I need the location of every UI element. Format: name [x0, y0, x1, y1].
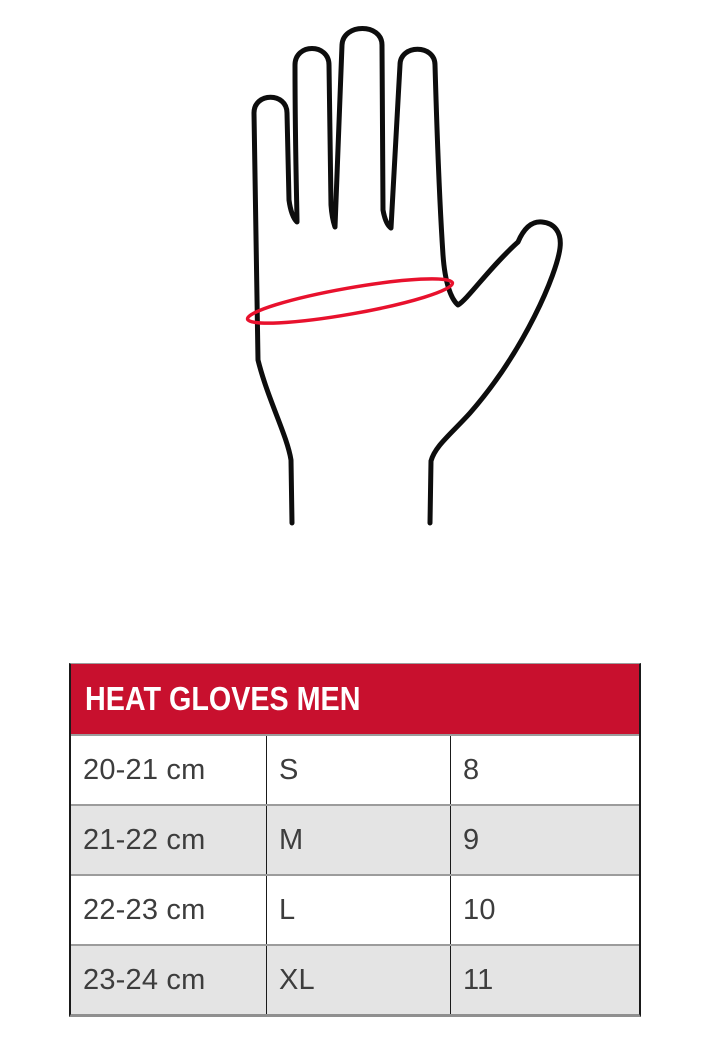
- cell-circumference: 23-24 cm: [83, 963, 206, 996]
- cell-size-number: 10: [450, 876, 639, 944]
- cell-size-letter: L: [266, 876, 450, 944]
- palm-measurement-line: [245, 277, 455, 325]
- table-header: HEAT GLOVES MEN: [71, 664, 639, 734]
- cell-size-number: 9: [450, 806, 639, 874]
- cell-circumference: 22-23 cm: [83, 893, 206, 926]
- table-row-m: 21-22 cm M 9: [71, 804, 639, 874]
- cell-size-letter: M: [266, 806, 450, 874]
- cell-size-number: 8: [450, 736, 639, 804]
- cell-size-number: 11: [450, 946, 639, 1014]
- cell-size-letter: XL: [266, 946, 450, 1014]
- table-title: HEAT GLOVES MEN: [85, 680, 361, 717]
- table-row-s: 20-21 cm S 8: [71, 734, 639, 804]
- cell-circumference: 21-22 cm: [83, 823, 206, 856]
- table-row-xl: 23-24 cm XL 11: [71, 944, 639, 1014]
- hand-outline-drawing: [251, 26, 563, 526]
- size-chart-table: HEAT GLOVES MEN 20-21 cm S 8 21-22 cm M …: [69, 663, 641, 1017]
- cell-circumference: 20-21 cm: [83, 753, 206, 786]
- table-row-l: 22-23 cm L 10: [71, 874, 639, 944]
- hand-measurement-figure: [230, 15, 580, 535]
- cell-size-letter: S: [266, 736, 450, 804]
